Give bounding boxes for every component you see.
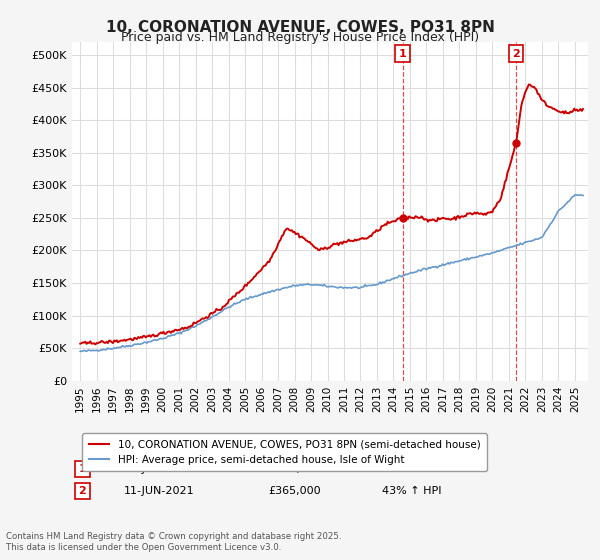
Text: 43% ↑ HPI: 43% ↑ HPI (382, 486, 441, 496)
Text: 2: 2 (512, 49, 520, 59)
Text: 22-JUL-2014: 22-JUL-2014 (124, 464, 192, 474)
Text: 34% ↑ HPI: 34% ↑ HPI (382, 464, 441, 474)
Text: 2: 2 (79, 486, 86, 496)
Text: 1: 1 (398, 49, 406, 59)
Text: Contains HM Land Registry data © Crown copyright and database right 2025.
This d: Contains HM Land Registry data © Crown c… (6, 532, 341, 552)
Legend: 10, CORONATION AVENUE, COWES, PO31 8PN (semi-detached house), HPI: Average price: 10, CORONATION AVENUE, COWES, PO31 8PN (… (82, 433, 487, 471)
Text: Price paid vs. HM Land Registry's House Price Index (HPI): Price paid vs. HM Land Registry's House … (121, 31, 479, 44)
Text: 11-JUN-2021: 11-JUN-2021 (124, 486, 194, 496)
Text: £365,000: £365,000 (268, 486, 321, 496)
Text: 1: 1 (79, 464, 86, 474)
Text: £249,500: £249,500 (268, 464, 321, 474)
Text: 10, CORONATION AVENUE, COWES, PO31 8PN: 10, CORONATION AVENUE, COWES, PO31 8PN (106, 20, 494, 35)
